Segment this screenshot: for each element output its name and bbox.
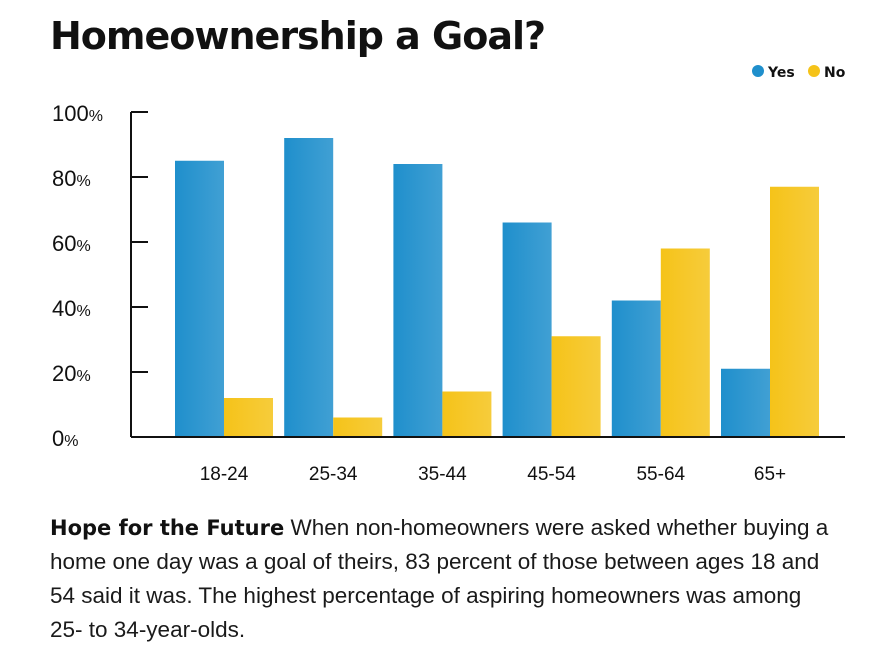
x-tick-label: 65+ [754,464,786,485]
y-tick-label: 40% [52,296,91,321]
bar-yes-18-24 [175,160,224,437]
x-tick-label: 25-34 [309,464,358,485]
bar-yes-45-54 [502,222,552,437]
bar-no-55-64 [660,248,710,437]
y-tick-label: 100% [52,101,103,126]
legend-label-no: No [824,65,846,81]
bar-no-35-44 [442,391,492,437]
y-tick-label: 80% [52,166,91,191]
x-tick-label: 35-44 [418,464,467,485]
bar-yes-25-34 [284,138,334,437]
x-tick-label: 18-24 [200,464,249,485]
bar-yes-65+ [721,368,770,437]
caption-heading: Hope for the Future [50,516,285,540]
x-tick-label: 55-64 [636,464,685,485]
legend-swatch-no [808,65,820,77]
bar-yes-35-44 [393,164,443,437]
bar-no-65+ [770,186,819,437]
bar-yes-55-64 [611,300,661,437]
bar-no-25-34 [333,417,383,437]
y-tick-label: 0% [52,426,78,451]
y-tick-label: 20% [52,361,91,386]
y-tick-label: 60% [52,231,91,256]
bar-no-18-24 [224,398,273,437]
bar-chart: 0% 20% 40% 60% 80% 100% 18-24 25-34 35-44 45-54 55… [52,65,846,485]
chart-caption: Hope for the Future When non-homeowners … [50,511,840,647]
legend-swatch-yes [752,65,764,77]
chart-title: Homeownership a Goal? [50,14,546,58]
legend-label-yes: Yes [767,65,795,81]
bar-no-45-54 [551,336,601,437]
caption-text: When non-homeowners were asked whether b… [50,515,829,642]
x-tick-label: 45-54 [527,464,576,485]
